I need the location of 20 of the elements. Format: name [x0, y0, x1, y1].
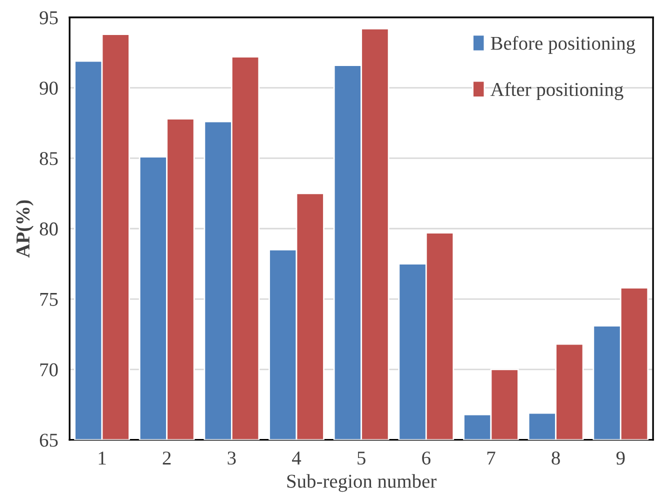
y-tick-label: 70: [40, 363, 58, 376]
x-tick-label: 8: [552, 452, 560, 465]
y-tick-label: 75: [40, 293, 58, 306]
x-tick-label: 2: [162, 452, 171, 464]
x-tick-label: 3: [228, 452, 236, 465]
y-tick-label: 90: [40, 82, 58, 95]
x-tick-label: 7: [487, 452, 496, 464]
y-tick-label: 65: [40, 434, 58, 447]
y-tick-label: 85: [40, 152, 58, 166]
x-tick-label: 9: [616, 452, 625, 465]
x-axis-title: Sub-region number: [287, 474, 436, 492]
y-tick-label: 95: [40, 11, 58, 24]
x-tick-label: 6: [422, 452, 430, 465]
x-tick-label: 4: [292, 452, 302, 464]
legend-label: After positioning: [490, 82, 624, 100]
x-tick-label: 1: [98, 452, 106, 464]
x-tick-label: 5: [358, 452, 366, 465]
legend-label: Before positioning: [490, 36, 636, 54]
y-axis-title: AP(%): [16, 200, 34, 258]
y-tick-label: 80: [40, 222, 58, 236]
